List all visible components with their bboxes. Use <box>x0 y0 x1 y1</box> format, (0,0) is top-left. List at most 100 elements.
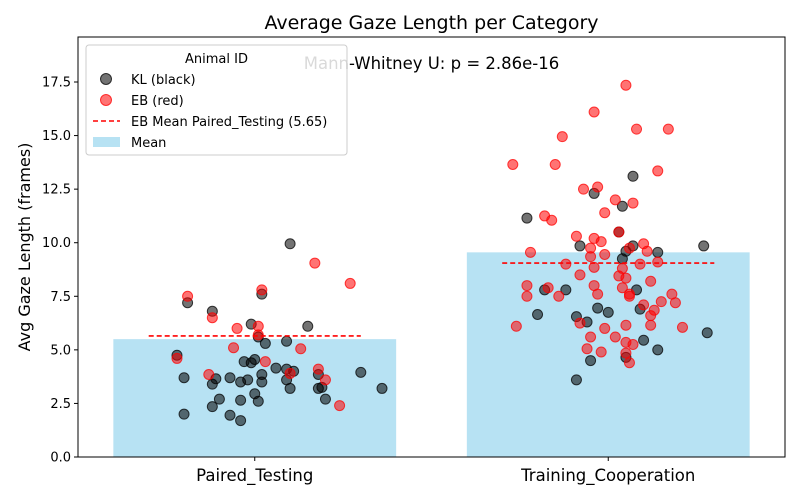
y-ticks: 0.0 2.5 5.0 7.5 10.0 12.5 15.0 17.5 <box>42 76 78 466</box>
data-point-kl <box>570 374 582 386</box>
data-point-eb <box>638 299 650 311</box>
data-point-eb <box>652 165 664 177</box>
data-point-eb <box>560 258 572 270</box>
axes-frame <box>77 36 786 458</box>
legend: Animal ID KL (black) EB (red) EB Mean Pa… <box>85 44 348 156</box>
data-point-eb <box>613 226 625 238</box>
legend-label-eb-mean: EB Mean Paired_Testing (5.65) <box>131 115 327 130</box>
data-point-eb <box>570 230 582 242</box>
data-point-eb <box>588 106 600 118</box>
data-point-eb <box>620 319 632 331</box>
data-point-eb <box>585 331 597 343</box>
data-point-eb <box>521 290 533 302</box>
legend-title: Animal ID <box>185 52 248 67</box>
data-point-eb <box>652 256 664 268</box>
legend-box <box>85 44 348 156</box>
data-point-eb <box>507 159 519 170</box>
data-point-kl <box>652 246 664 258</box>
data-point-eb <box>574 269 586 281</box>
data-point-eb <box>581 343 593 355</box>
y-tick-label: 15.0 <box>42 129 71 144</box>
data-point-kl <box>259 337 271 349</box>
data-point-eb <box>662 123 674 135</box>
data-point-eb <box>616 262 628 274</box>
data-point-eb <box>521 280 533 292</box>
data-point-kl <box>235 415 247 427</box>
data-point-kl <box>178 408 190 420</box>
y-tick-label: 10.0 <box>42 236 71 251</box>
y-tick-label: 2.5 <box>50 397 71 412</box>
data-point-kl <box>178 372 190 384</box>
data-point-eb <box>203 369 215 380</box>
y-tick-label: 17.5 <box>42 76 71 91</box>
data-point-eb <box>334 400 346 412</box>
data-point-kl <box>284 382 296 394</box>
data-point-eb <box>252 329 264 341</box>
data-point-eb <box>206 312 218 324</box>
data-point-eb <box>655 296 667 308</box>
data-point-eb <box>595 346 607 358</box>
data-point-kl <box>249 354 261 365</box>
data-point-eb <box>344 277 356 289</box>
y-tick-label: 0.0 <box>50 451 71 466</box>
data-point-eb <box>620 272 632 284</box>
data-point-eb <box>585 242 597 254</box>
y-tick-label: 5.0 <box>50 343 71 358</box>
mean-line-layer <box>148 262 715 337</box>
legend-patch-mean <box>93 137 120 147</box>
data-point-kl <box>701 327 713 339</box>
data-point-kl <box>242 374 254 386</box>
data-point-eb <box>556 131 568 143</box>
data-point-eb <box>676 321 688 333</box>
data-point-kl <box>355 366 367 378</box>
data-point-eb <box>645 275 657 287</box>
data-point-eb <box>592 288 604 300</box>
legend-label-eb: EB (red) <box>131 94 184 109</box>
data-point-eb <box>312 363 324 375</box>
points-layer <box>171 79 713 427</box>
data-point-eb <box>616 282 628 294</box>
legend-label-kl: KL (black) <box>131 73 196 88</box>
legend-marker-eb <box>100 94 112 106</box>
y-axis-title: Avg Gaze Length (frames) <box>15 143 34 352</box>
data-point-kl <box>376 382 388 394</box>
data-point-eb <box>623 242 635 254</box>
stat-annotation: Mann-Whitney U: p = 2.86e-16 <box>304 54 560 73</box>
data-point-kl <box>281 335 293 347</box>
x-tick-label-training-cooperation: Training_Cooperation <box>520 466 695 486</box>
data-point-eb <box>648 304 660 316</box>
data-point-kl <box>627 170 639 182</box>
data-point-eb <box>627 197 639 209</box>
data-point-eb <box>259 356 271 368</box>
x-tick-label-paired-testing: Paired_Testing <box>196 466 313 486</box>
data-point-eb <box>231 322 243 334</box>
data-point-eb <box>553 290 565 302</box>
data-point-eb <box>623 357 635 369</box>
data-point-eb <box>319 374 331 386</box>
data-point-eb <box>599 249 611 260</box>
data-point-kl <box>256 369 268 380</box>
data-point-kl <box>235 394 247 406</box>
mean-bar-training-cooperation <box>466 252 750 457</box>
data-point-eb <box>645 319 657 331</box>
data-point-eb <box>609 194 621 206</box>
data-point-kl <box>213 393 225 405</box>
x-ticks: Paired_Testing Training_Cooperation <box>196 457 695 486</box>
data-point-kl <box>585 355 597 367</box>
data-point-eb <box>623 288 635 300</box>
data-point-kl <box>224 372 236 384</box>
data-point-eb <box>510 320 522 332</box>
data-point-kl <box>521 212 533 224</box>
data-point-eb <box>578 183 590 195</box>
data-point-eb <box>595 236 607 248</box>
data-point-kl <box>319 393 331 405</box>
data-point-eb <box>574 317 586 329</box>
data-point-eb <box>542 282 554 294</box>
data-point-kl <box>224 409 236 421</box>
data-point-eb <box>634 258 646 270</box>
data-point-eb <box>549 159 561 170</box>
data-point-kl <box>574 240 586 252</box>
data-point-kl <box>270 362 282 374</box>
data-point-eb <box>309 257 321 269</box>
